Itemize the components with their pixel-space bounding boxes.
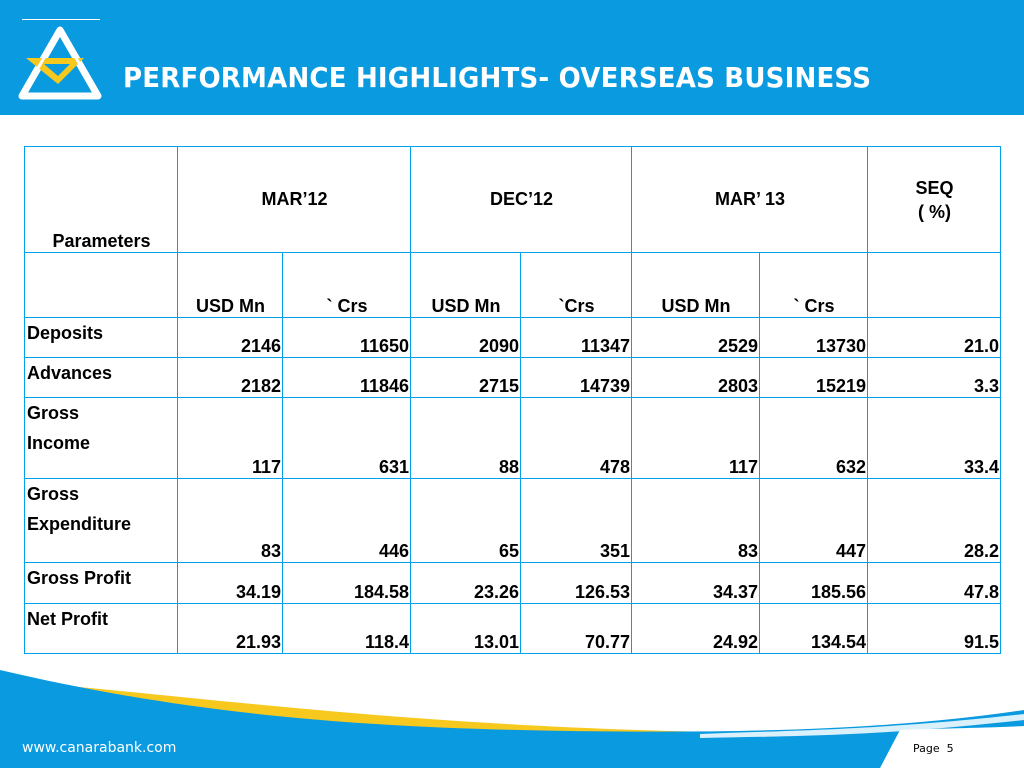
value-cell: 478 xyxy=(520,397,633,479)
unit-header: `Crs xyxy=(520,252,633,318)
row-label: Deposits xyxy=(24,317,178,358)
value-cell: 632 xyxy=(759,397,869,479)
page-label-text: Page xyxy=(913,742,940,755)
unit-header: USD Mn xyxy=(410,252,522,318)
value-cell: 13730 xyxy=(759,317,869,358)
row-label-line: Gross Profit xyxy=(27,568,132,588)
value-cell: 2182 xyxy=(177,357,283,398)
period-header: DEC’12 xyxy=(410,146,633,253)
seq-value-cell: 91.5 xyxy=(867,603,1002,654)
page-number: Page 5 xyxy=(913,742,954,755)
table-row: Net Profit 21.93 118.4 13.01 70.77 24.92 134.5… xyxy=(24,603,1002,654)
value-cell: 14739 xyxy=(520,357,633,398)
row-label: Net Profit xyxy=(24,603,178,654)
row-label-line: Advances xyxy=(27,363,113,383)
unit-header-row: USD Mn ` Crs USD Mn `Crs USD Mn ` Crs xyxy=(24,252,1002,318)
unit-header: USD Mn xyxy=(631,252,761,318)
row-label-line: Income xyxy=(27,433,91,453)
value-cell: 13.01 xyxy=(410,603,522,654)
value-cell: 2146 xyxy=(177,317,283,358)
seq-value-cell: 47.8 xyxy=(867,562,1002,604)
table-row: Advances 2182 11846 2715 14739 2803 15219 3.3 xyxy=(24,357,1002,398)
row-label: Gross Income xyxy=(24,397,178,479)
value-cell: 2715 xyxy=(410,357,522,398)
table-row: Gross Expenditure 83 446 65 351 83 447 28.2 xyxy=(24,478,1002,563)
value-cell: 21.93 xyxy=(177,603,283,654)
value-cell: 185.56 xyxy=(759,562,869,604)
table-row: Gross Income 117 631 88 478 117 632 33.4 xyxy=(24,397,1002,479)
row-label: Gross Profit xyxy=(24,562,178,604)
value-cell: 65 xyxy=(410,478,522,563)
row-label-line: Gross xyxy=(27,484,80,504)
row-label: Advances xyxy=(24,357,178,398)
seq-value-cell: 28.2 xyxy=(867,478,1002,563)
seq-value-cell: 33.4 xyxy=(867,397,1002,479)
parameters-header: Parameters xyxy=(24,146,178,253)
value-cell: 2090 xyxy=(410,317,522,358)
value-cell: 447 xyxy=(759,478,869,563)
period-header: MAR’12 xyxy=(176,146,412,253)
value-cell: 23.26 xyxy=(410,562,522,604)
row-label-line: Gross xyxy=(27,403,80,423)
value-cell: 117 xyxy=(177,397,283,479)
value-cell: 11650 xyxy=(281,317,412,358)
unit-header: ` Crs xyxy=(759,252,869,318)
value-cell: 15219 xyxy=(759,357,869,398)
row-label-line: Net Profit xyxy=(27,609,108,629)
value-cell: 134.54 xyxy=(759,603,869,654)
value-cell: 126.53 xyxy=(520,562,633,604)
period-header: MAR’ 13 xyxy=(631,146,869,253)
seq-header-line: ( %) xyxy=(918,201,952,222)
seq-header: SEQ ( %) xyxy=(867,146,1002,253)
value-cell: 34.37 xyxy=(631,562,761,604)
row-label: Gross Expenditure xyxy=(24,478,178,563)
value-cell: 2529 xyxy=(631,317,761,358)
value-cell: 2803 xyxy=(631,357,761,398)
footer-wave xyxy=(0,670,1024,768)
value-cell: 351 xyxy=(520,478,633,563)
row-label-line: Deposits xyxy=(27,323,104,343)
period-header-row: Parameters MAR’12 DEC’12 MAR’ 13 SEQ ( %… xyxy=(24,146,1002,253)
value-cell: 83 xyxy=(177,478,283,563)
seq-header-line: SEQ xyxy=(915,177,954,198)
value-cell: 11846 xyxy=(281,357,412,398)
footer-website-link[interactable]: www.canarabank.com xyxy=(22,740,177,756)
header-divider xyxy=(22,19,100,20)
canara-bank-logo-icon xyxy=(18,24,102,104)
value-cell: 34.19 xyxy=(177,562,283,604)
value-cell: 70.77 xyxy=(520,603,633,654)
page-title: PERFORMANCE HIGHLIGHTS- OVERSEAS BUSINES… xyxy=(123,61,872,94)
table-row: Gross Profit 34.19 184.58 23.26 126.53 34.37 1… xyxy=(24,562,1002,604)
value-cell: 631 xyxy=(281,397,412,479)
value-cell: 24.92 xyxy=(631,603,761,654)
empty-cell xyxy=(24,252,178,318)
page-number-value: 5 xyxy=(946,742,954,755)
row-label-line: Expenditure xyxy=(27,514,132,534)
unit-header: ` Crs xyxy=(281,252,412,318)
overseas-performance-table: Parameters MAR’12 DEC’12 MAR’ 13 SEQ ( %… xyxy=(24,146,1002,654)
empty-cell xyxy=(867,252,1002,318)
value-cell: 83 xyxy=(631,478,761,563)
header-bar: PERFORMANCE HIGHLIGHTS- OVERSEAS BUSINES… xyxy=(0,0,1024,115)
value-cell: 446 xyxy=(281,478,412,563)
table-row: Deposits 2146 11650 2090 11347 2529 13730 21.0 xyxy=(24,317,1002,358)
value-cell: 184.58 xyxy=(281,562,412,604)
seq-value-cell: 21.0 xyxy=(867,317,1002,358)
seq-value-cell: 3.3 xyxy=(867,357,1002,398)
unit-header: USD Mn xyxy=(177,252,283,318)
value-cell: 117 xyxy=(631,397,761,479)
value-cell: 88 xyxy=(410,397,522,479)
value-cell: 118.4 xyxy=(281,603,412,654)
value-cell: 11347 xyxy=(520,317,633,358)
